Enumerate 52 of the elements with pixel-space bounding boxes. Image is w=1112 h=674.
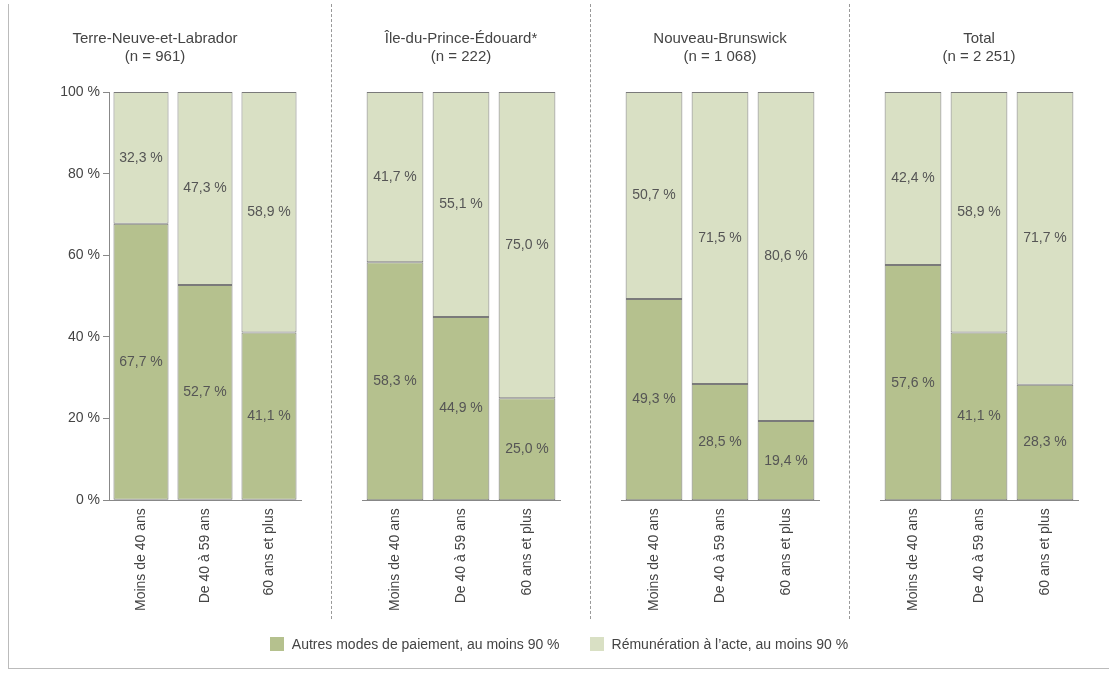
- data-label: 28,5 %: [698, 432, 742, 449]
- data-label: 67,7 %: [119, 352, 163, 369]
- x-tick-label: 60 ans et plus: [259, 508, 276, 596]
- chart-title: Terre-Neuve-et-Labrador: [72, 29, 238, 47]
- x-tick-label: Moins de 40 ans: [903, 508, 920, 611]
- data-label: 50,7 %: [632, 186, 676, 203]
- data-label: 47,3 %: [183, 179, 227, 196]
- data-label: 32,3 %: [119, 148, 163, 165]
- x-tick-label: Moins de 40 ans: [385, 508, 402, 611]
- data-label: 55,1 %: [439, 195, 483, 212]
- x-tick-label: 60 ans et plus: [517, 508, 534, 596]
- data-label: 71,5 %: [698, 228, 742, 245]
- data-label: 19,4 %: [764, 451, 808, 468]
- data-label: 41,7 %: [373, 167, 417, 184]
- data-label: 28,3 %: [1023, 433, 1067, 450]
- y-tick-label: 20 %: [68, 409, 100, 426]
- data-label: 52,7 %: [183, 383, 227, 400]
- y-tick-label: 100 %: [60, 82, 100, 99]
- data-label: 75,0 %: [505, 235, 549, 252]
- y-tick-label: 0 %: [75, 491, 100, 508]
- chart-subtitle: (n = 2 251): [942, 47, 1016, 65]
- data-label: 58,9 %: [957, 203, 1001, 220]
- data-label: 71,7 %: [1023, 229, 1067, 246]
- x-tick-label: Moins de 40 ans: [644, 508, 661, 611]
- x-tick-label: 60 ans et plus: [1035, 508, 1052, 596]
- x-tick-label: Moins de 40 ans: [131, 508, 148, 611]
- chart-subtitle: (n = 1 068): [683, 47, 757, 65]
- y-tick-label: 40 %: [68, 327, 100, 344]
- data-label: 44,9 %: [439, 399, 483, 416]
- x-tick-label: De 40 à 59 ans: [195, 508, 212, 604]
- data-label: 57,6 %: [891, 373, 935, 390]
- data-label: 42,4 %: [891, 169, 935, 186]
- y-tick-label: 60 %: [68, 246, 100, 263]
- legend-label: Rémunération à l’acte, au moins 90 %: [611, 636, 849, 652]
- data-label: 49,3 %: [632, 390, 676, 407]
- y-tick-label: 80 %: [68, 164, 100, 181]
- chart-title: Île-du-Prince-Édouard*: [383, 29, 538, 47]
- x-tick-label: De 40 à 59 ans: [969, 508, 986, 604]
- x-tick-label: 60 ans et plus: [776, 508, 793, 596]
- data-label: 41,1 %: [957, 407, 1001, 424]
- x-tick-label: De 40 à 59 ans: [710, 508, 727, 604]
- chart-subtitle: (n = 961): [124, 47, 186, 65]
- data-label: 58,3 %: [373, 372, 417, 389]
- data-label: 58,9 %: [247, 203, 291, 220]
- chart-title: Nouveau-Brunswick: [653, 29, 788, 47]
- data-label: 41,1 %: [247, 406, 291, 423]
- x-tick-label: De 40 à 59 ans: [451, 508, 468, 604]
- data-label: 25,0 %: [505, 440, 549, 457]
- legend-label: Autres modes de paiement, au moins 90 %: [291, 636, 560, 652]
- chart-subtitle: (n = 222): [430, 47, 492, 65]
- data-label: 80,6 %: [764, 247, 808, 264]
- chart-title: Total: [963, 29, 995, 47]
